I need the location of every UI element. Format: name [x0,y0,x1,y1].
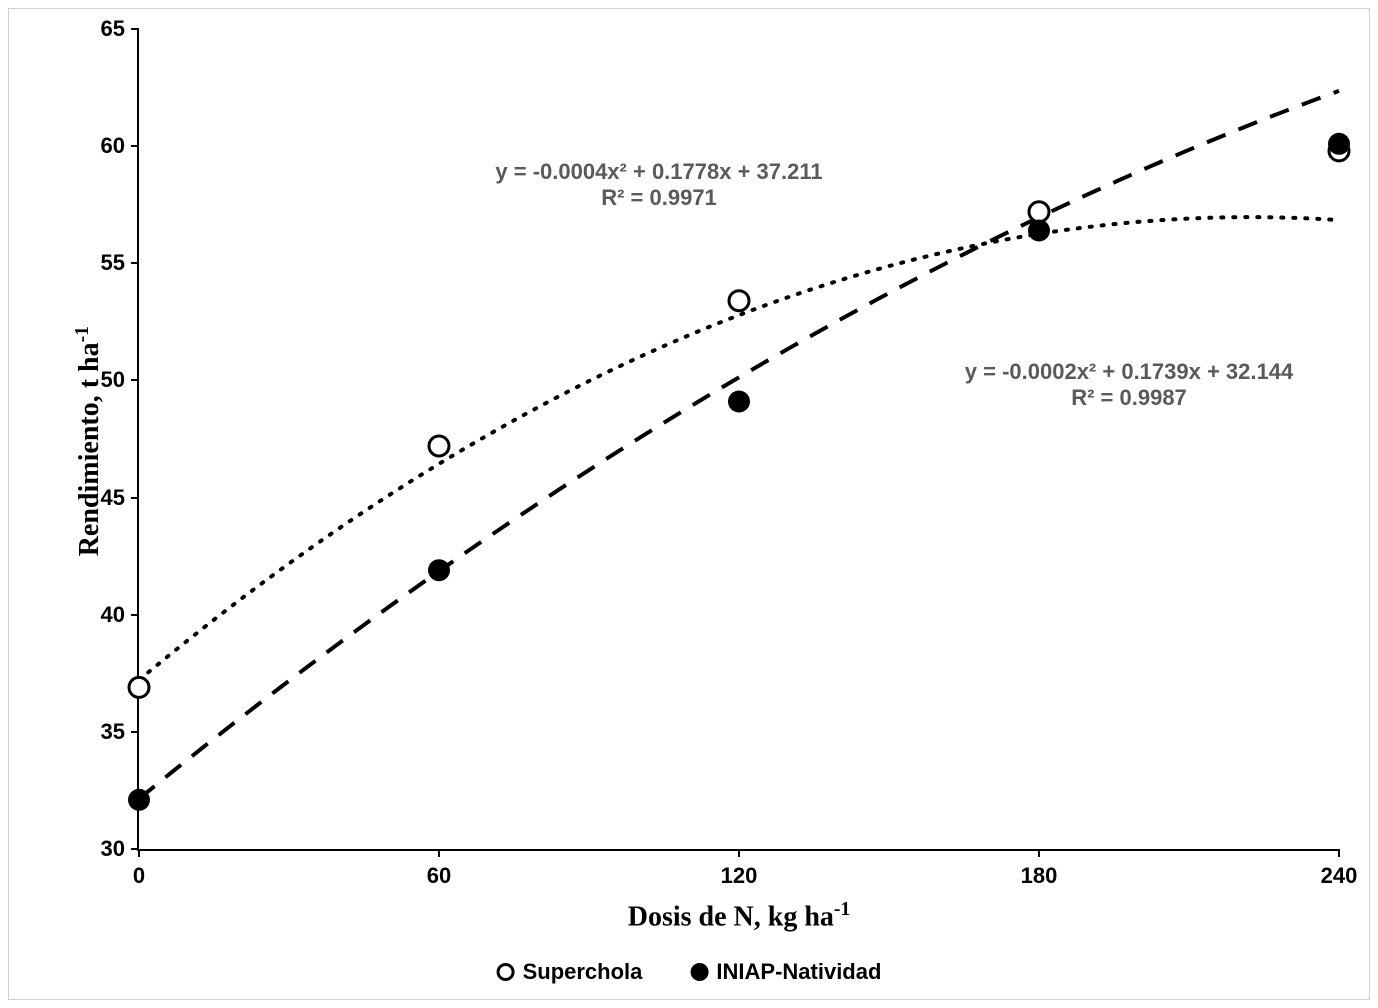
marker-iniap-natividad [428,559,450,581]
x-tick-label: 60 [427,863,451,889]
y-tick [131,262,139,264]
y-axis-title: Rendimiento, t ha-1 [72,291,106,591]
x-tick-label: 240 [1321,863,1358,889]
legend-item: INIAP-Natividad [690,959,881,985]
marker-iniap-natividad [1028,219,1050,241]
legend-marker-icon [497,963,515,981]
x-tick [1338,849,1340,857]
x-tick-label: 0 [133,863,145,889]
y-tick-label: 35 [81,719,125,745]
y-tick-label: 30 [81,836,125,862]
y-tick-label: 65 [81,16,125,42]
x-tick [438,849,440,857]
equation-annotation-1: y = -0.0002x² + 0.1739x + 32.144R² = 0.9… [965,359,1293,411]
legend-marker-icon [690,963,708,981]
equation-annotation-0: y = -0.0004x² + 0.1778x + 37.211R² = 0.9… [495,159,822,211]
x-tick-label: 120 [721,863,758,889]
marker-superchola [129,677,149,697]
y-tick [131,731,139,733]
y-tick-label: 40 [81,602,125,628]
x-tick [138,849,140,857]
marker-superchola [429,436,449,456]
x-tick-label: 180 [1021,863,1058,889]
fit-curve-0 [139,217,1339,680]
marker-iniap-natividad [128,789,150,811]
marker-superchola [729,291,749,311]
y-tick [131,614,139,616]
y-tick [131,497,139,499]
plot-svg [139,29,1339,849]
y-tick [131,28,139,30]
chart-frame: 3035404550556065060120180240y = -0.0004x… [8,8,1370,1000]
x-tick [1038,849,1040,857]
legend: Superchola INIAP-Natividad [497,959,882,985]
x-axis-title: Dosis de N, kg ha-1 [589,899,889,933]
y-tick [131,145,139,147]
marker-superchola [1029,202,1049,222]
legend-item: Superchola [497,959,643,985]
marker-iniap-natividad [728,391,750,413]
x-tick [738,849,740,857]
legend-label: Superchola [523,959,643,985]
y-tick-label: 60 [81,133,125,159]
plot-area: 3035404550556065060120180240y = -0.0004x… [139,29,1339,849]
y-tick-label: 55 [81,250,125,276]
y-tick [131,379,139,381]
legend-label: INIAP-Natividad [716,959,881,985]
marker-iniap-natividad [1328,133,1350,155]
